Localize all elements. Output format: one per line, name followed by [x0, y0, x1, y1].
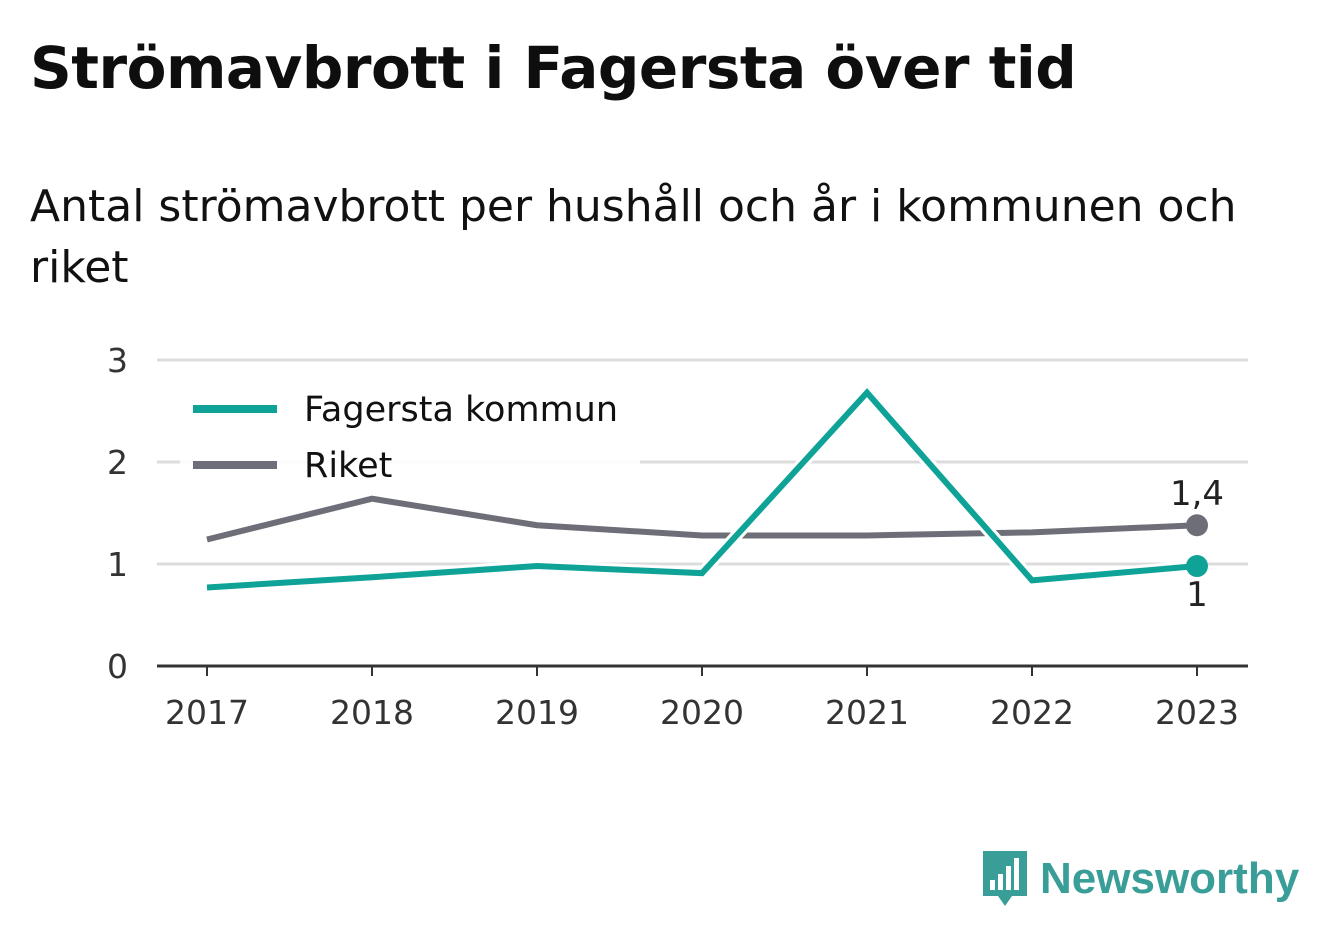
x-tick-label: 2023 [1155, 693, 1239, 732]
bar-chart-speech-bubble-icon [983, 851, 1027, 906]
end-marker [1186, 555, 1208, 578]
y-tick-label: 0 [107, 647, 128, 686]
y-tick-label: 3 [107, 341, 128, 380]
chart-subtitle: Antal strömavbrott per hushåll och år i … [30, 181, 1237, 293]
series-line-0 [206, 388, 1198, 591]
legend-label: Riket [304, 446, 392, 486]
end-value-label: 1 [1186, 575, 1208, 615]
x-tick-label: 2021 [825, 693, 909, 732]
chart-title: Strömavbrott i Fagersta över tid [30, 34, 1077, 102]
end-value-label: 1,4 [1170, 474, 1224, 514]
legend: Fagersta kommun Riket [180, 375, 640, 493]
x-tick-label: 2020 [660, 693, 744, 732]
line-chart: 0 1 2 3 2017 2018 2019 2020 2021 2022 2023 Fagers… [107, 341, 1248, 732]
x-tick-label: 2022 [990, 693, 1074, 732]
x-tick-label: 2018 [330, 693, 414, 732]
series-lines [205, 383, 1198, 594]
y-axis-ticks: 0 1 2 3 [107, 341, 128, 686]
x-tick-label: 2019 [495, 693, 579, 732]
end-labels: 11,4 [1170, 474, 1224, 615]
series-line-1 [206, 495, 1198, 543]
legend-label: Fagersta kommun [304, 390, 618, 430]
x-tick-label: 2017 [165, 693, 249, 732]
newsworthy-logo: Newsworthy [980, 848, 1299, 910]
x-axis: 2017 2018 2019 2020 2021 2022 2023 [157, 664, 1248, 732]
end-marker [1186, 514, 1208, 537]
y-tick-label: 2 [107, 443, 128, 482]
legend-background [180, 375, 640, 493]
y-tick-label: 1 [107, 545, 128, 584]
brand-name: Newsworthy [1040, 854, 1300, 903]
